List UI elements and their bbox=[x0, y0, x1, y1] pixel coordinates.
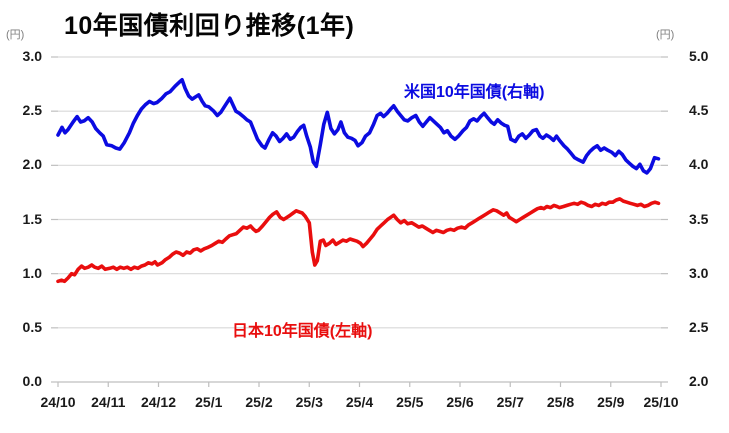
x-axis-tick-label: 24/12 bbox=[140, 394, 177, 410]
x-axis-tick-label: 24/10 bbox=[40, 394, 76, 410]
left-axis-tick-label: 2.5 bbox=[22, 102, 42, 119]
x-axis-tick-label: 25/8 bbox=[546, 394, 575, 410]
right-axis-tick-label: 4.0 bbox=[689, 156, 709, 173]
jp-series-line bbox=[56, 197, 661, 284]
right-axis-tick-label: 4.5 bbox=[689, 102, 709, 119]
right-axis-unit-label: (円) bbox=[656, 29, 675, 41]
left-axis-tick-label: 1.0 bbox=[22, 264, 42, 281]
x-axis-tick-label: 25/6 bbox=[446, 394, 474, 410]
right-axis-tick-label: 2.5 bbox=[689, 318, 709, 335]
us-series-line bbox=[56, 78, 661, 175]
chart-title: 10年国債利回り推移(1年) bbox=[64, 12, 355, 40]
right-axis-tick-label: 3.0 bbox=[689, 264, 709, 281]
left-axis-tick-label: 1.5 bbox=[22, 210, 42, 227]
x-axis-tick-label: 25/2 bbox=[245, 394, 273, 410]
x-axis-tick-label: 25/7 bbox=[496, 394, 524, 410]
jp-series-label: 日本10年国債(左軸) bbox=[232, 323, 373, 340]
x-axis-tick-label: 25/10 bbox=[643, 394, 679, 410]
right-axis-tick-label: 3.5 bbox=[689, 210, 709, 227]
left-axis-tick-label: 0.0 bbox=[22, 373, 42, 389]
x-axis-tick-label: 25/4 bbox=[345, 394, 374, 410]
right-axis-tick-label: 2.0 bbox=[689, 373, 709, 389]
left-axis-unit-label: (円) bbox=[6, 29, 25, 41]
right-axis-tick-label: 5.0 bbox=[689, 48, 709, 64]
x-axis-tick-label: 25/5 bbox=[396, 394, 424, 410]
x-axis-tick-label: 25/1 bbox=[195, 394, 223, 410]
x-axis-tick-label: 25/9 bbox=[597, 394, 625, 410]
left-axis-tick-label: 2.0 bbox=[22, 156, 42, 173]
us-series-label: 米国10年国債(右軸) bbox=[404, 84, 545, 101]
left-axis-tick-label: 3.0 bbox=[22, 48, 42, 64]
x-axis-tick-label: 25/3 bbox=[295, 394, 323, 410]
x-axis-tick-label: 24/11 bbox=[91, 394, 126, 410]
left-axis-tick-label: 0.5 bbox=[22, 318, 42, 335]
